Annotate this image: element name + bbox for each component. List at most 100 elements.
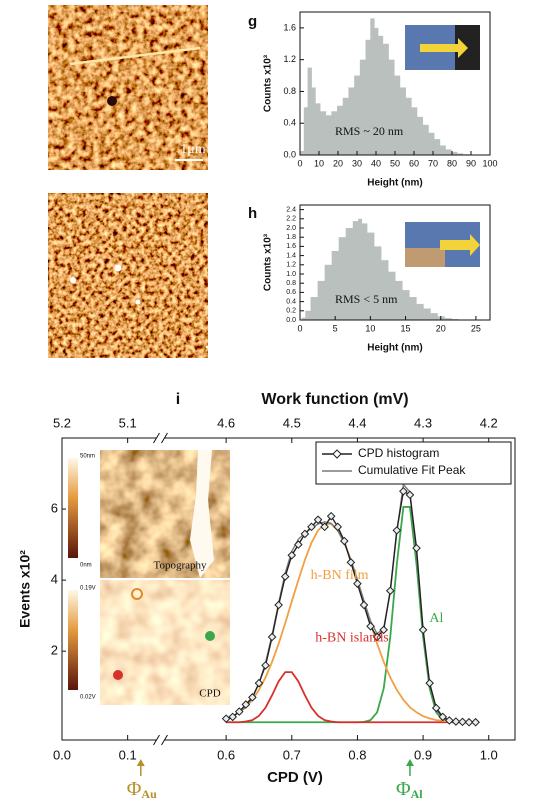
curve-label: h-BN islands bbox=[315, 630, 389, 645]
inset-marker bbox=[205, 631, 215, 641]
series-marker bbox=[274, 600, 283, 610]
y-tick-label: 0.6 bbox=[286, 289, 296, 296]
topography-feature bbox=[190, 450, 214, 578]
series-marker bbox=[359, 600, 369, 610]
annotation-symbol: Φ bbox=[396, 778, 411, 800]
histogram-bar bbox=[365, 39, 371, 155]
histogram-bar bbox=[411, 107, 418, 155]
x-tick-label: 1.0 bbox=[480, 747, 498, 762]
series-marker bbox=[267, 632, 277, 642]
series-marker bbox=[379, 625, 389, 635]
histogram-bar bbox=[359, 59, 367, 155]
annotation: ΦAu bbox=[127, 778, 157, 801]
y-tick-label: 1.2 bbox=[286, 262, 296, 269]
series-marker bbox=[431, 703, 441, 713]
series-line bbox=[225, 482, 476, 723]
panel-label: i bbox=[176, 391, 180, 408]
inset-marker bbox=[113, 670, 123, 680]
histogram-bar bbox=[402, 290, 410, 320]
series-marker bbox=[464, 717, 474, 727]
series-marker bbox=[392, 526, 402, 535]
histogram-bar bbox=[342, 97, 349, 155]
histogram-bar bbox=[409, 297, 417, 320]
y-tick-label: 2.0 bbox=[286, 225, 296, 232]
histogram-bar bbox=[305, 310, 312, 320]
histogram-bar bbox=[315, 103, 321, 155]
histogram-bar bbox=[439, 145, 446, 155]
inset-image bbox=[405, 248, 445, 267]
afm-image bbox=[48, 193, 208, 358]
series-marker bbox=[418, 625, 428, 635]
series-marker bbox=[221, 714, 231, 723]
series-marker bbox=[412, 543, 421, 553]
colorbar bbox=[68, 458, 78, 558]
annotation-symbol: Φ bbox=[127, 778, 142, 800]
inset-arrow bbox=[420, 38, 468, 58]
histogram-bar bbox=[444, 318, 452, 320]
scale-bar-label: 1μm bbox=[180, 142, 206, 157]
afm-image bbox=[48, 5, 208, 170]
histogram-bar bbox=[380, 260, 389, 320]
series-marker bbox=[458, 717, 467, 727]
histogram-bar bbox=[358, 218, 363, 320]
histogram-bar bbox=[456, 153, 463, 155]
y-tick-label: 4 bbox=[51, 572, 58, 587]
series-marker bbox=[339, 536, 349, 546]
axis-break bbox=[153, 432, 160, 444]
x2-tick-label: 4.4 bbox=[348, 415, 366, 430]
series-marker bbox=[254, 678, 264, 688]
inset-label: Topography bbox=[154, 560, 207, 572]
histogram-bar bbox=[337, 105, 344, 155]
x-tick-label: 70 bbox=[428, 158, 438, 168]
curve-label: h-BN film bbox=[311, 568, 369, 583]
x2-tick-label: 4.5 bbox=[283, 415, 301, 430]
x2-axis-label: Work function (mV) bbox=[261, 391, 408, 408]
y-tick-label: 0.2 bbox=[286, 308, 296, 315]
histogram-bar bbox=[370, 18, 375, 155]
legend-label: CPD histogram bbox=[358, 446, 439, 460]
x2-tick-label: 5.2 bbox=[53, 415, 71, 430]
annotation-subscript: Au bbox=[141, 787, 157, 801]
histogram-bar bbox=[388, 59, 395, 155]
series-marker bbox=[294, 540, 303, 549]
histogram-bar bbox=[382, 43, 389, 155]
histogram-bar bbox=[324, 264, 333, 320]
annotation: ΦAl bbox=[396, 778, 423, 801]
x-tick-label: 30 bbox=[352, 158, 362, 168]
x2-tick-label: 4.6 bbox=[217, 415, 235, 430]
series-marker bbox=[372, 632, 382, 642]
colorbar-label: 0nm bbox=[80, 563, 92, 569]
x-tick-label: 25 bbox=[471, 323, 481, 333]
histogram-bar bbox=[430, 313, 438, 320]
x-tick-label: 90 bbox=[466, 158, 476, 168]
series-marker bbox=[300, 529, 310, 539]
x-tick-label: 0.7 bbox=[283, 747, 301, 762]
y-tick-label: 6 bbox=[51, 500, 58, 515]
annotation-arrow-head bbox=[136, 759, 145, 766]
histogram-bar bbox=[325, 115, 332, 155]
histogram-bar bbox=[377, 35, 384, 156]
series-marker bbox=[287, 550, 297, 560]
series-marker bbox=[307, 522, 316, 532]
x-axis-label: Height (nm) bbox=[367, 178, 423, 189]
histogram-bar bbox=[331, 111, 338, 155]
series-line bbox=[225, 490, 476, 723]
histogram-bar bbox=[428, 132, 435, 155]
y-tick-label: 1.2 bbox=[283, 54, 296, 64]
x-tick-label: 0.8 bbox=[348, 747, 366, 762]
y-tick-label: 2.2 bbox=[286, 216, 296, 223]
series-marker bbox=[405, 490, 415, 500]
axis-break bbox=[161, 432, 168, 444]
x-tick-label: 80 bbox=[447, 158, 457, 168]
x-tick-label: 20 bbox=[333, 158, 343, 168]
histogram-bar bbox=[354, 75, 361, 155]
y-tick-label: 1.0 bbox=[286, 271, 296, 278]
y-tick-label: 0.4 bbox=[283, 118, 296, 128]
histogram-bar bbox=[303, 107, 309, 155]
series-marker bbox=[234, 707, 244, 716]
histogram-bar bbox=[422, 124, 429, 155]
x-tick-label: 0 bbox=[297, 323, 302, 333]
annotation-subscript: Al bbox=[411, 787, 424, 801]
cpd-image bbox=[100, 580, 230, 705]
